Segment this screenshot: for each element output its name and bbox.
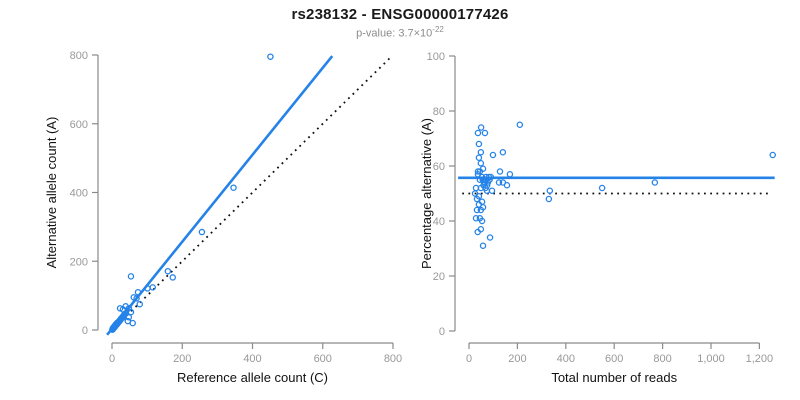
data-point xyxy=(149,284,156,291)
data-point xyxy=(475,154,483,161)
pvalue-subtitle: p-value: 3.7×10-22 xyxy=(0,25,800,40)
allele-counts-scatter: 0 200 400 600 800 0 200 400 600 800 Reference alle… xyxy=(44,50,402,385)
y-tick-label: 400 xyxy=(70,188,88,200)
data-point xyxy=(119,314,127,321)
data-point xyxy=(129,319,136,327)
x-tick-label: 600 xyxy=(605,353,623,365)
x-tick-label: 0 xyxy=(466,353,472,365)
x-tick-label: 1,200 xyxy=(746,353,774,365)
y-tick-label: 20 xyxy=(433,271,445,283)
data-point xyxy=(127,308,135,316)
y-tick-label: 0 xyxy=(82,325,88,337)
data-point xyxy=(651,179,659,186)
y-tick-label: 0 xyxy=(439,326,445,338)
y-tick-label: 600 xyxy=(70,119,88,131)
data-point xyxy=(198,228,206,236)
x-tick-label: 400 xyxy=(243,353,261,365)
data-point xyxy=(488,187,496,194)
x-tick-label: 200 xyxy=(508,353,526,365)
data-point xyxy=(499,148,507,156)
data-point xyxy=(496,168,504,175)
data-point xyxy=(479,242,487,249)
data-point xyxy=(486,234,494,241)
data-point xyxy=(516,121,524,129)
data-point xyxy=(136,300,143,308)
data-point xyxy=(546,187,554,194)
data-point xyxy=(598,184,606,192)
data-point xyxy=(506,170,514,178)
pvalue-text: p-value: 3.7×10 xyxy=(356,27,433,40)
x-axis-label: Reference allele count (C) xyxy=(177,370,328,385)
data-point xyxy=(127,273,135,280)
percentage-vs-reads-scatter: 0 20 40 60 80 100 0 200 400 600 800 1,000 1,200 Total… xyxy=(419,51,776,385)
data-point xyxy=(474,129,482,137)
data-point xyxy=(267,53,274,60)
data-point xyxy=(133,295,140,302)
x-tick-label: 200 xyxy=(173,353,191,365)
data-point xyxy=(134,288,142,296)
data-point xyxy=(481,129,489,137)
plot-title: rs238132 - ENSG00000177426 xyxy=(291,6,509,23)
y-tick-label: 40 xyxy=(433,216,445,228)
data-point xyxy=(478,217,486,225)
x-axis-label: Total number of reads xyxy=(551,370,677,385)
x-tick-label: 800 xyxy=(384,353,402,365)
y-tick-label: 80 xyxy=(433,106,445,118)
pvalue-exponent: -22 xyxy=(432,25,444,34)
data-point xyxy=(472,214,480,222)
data-point xyxy=(230,184,237,191)
y-tick-label: 60 xyxy=(433,161,445,173)
data-point xyxy=(477,206,485,214)
x-tick-label: 600 xyxy=(314,353,332,365)
x-tick-label: 800 xyxy=(653,353,671,365)
data-point xyxy=(769,151,776,159)
y-tick-label: 100 xyxy=(427,51,445,63)
data-point xyxy=(475,140,483,148)
data-point xyxy=(489,151,497,159)
y-tick-label: 800 xyxy=(70,50,88,62)
data-point xyxy=(125,314,133,321)
x-tick-label: 0 xyxy=(109,353,115,365)
data-point xyxy=(477,148,485,156)
data-point xyxy=(485,173,493,181)
data-point xyxy=(169,274,177,281)
identity-line xyxy=(112,57,391,330)
y-axis-label: Percentage alternative (A) xyxy=(419,118,434,269)
x-tick-label: 400 xyxy=(557,353,575,365)
data-point xyxy=(473,195,481,203)
data-point xyxy=(164,267,172,275)
data-point xyxy=(503,181,511,189)
data-point xyxy=(545,195,553,203)
data-point xyxy=(477,159,485,167)
y-tick-label: 200 xyxy=(70,256,88,268)
data-point xyxy=(474,228,481,236)
data-point xyxy=(473,206,481,214)
data-point xyxy=(480,179,488,186)
data-point xyxy=(476,168,484,175)
data-point xyxy=(495,179,503,186)
x-tick-label: 1,000 xyxy=(697,353,725,365)
data-point xyxy=(477,124,485,131)
y-axis-label: Alternative allele count (A) xyxy=(44,117,59,269)
